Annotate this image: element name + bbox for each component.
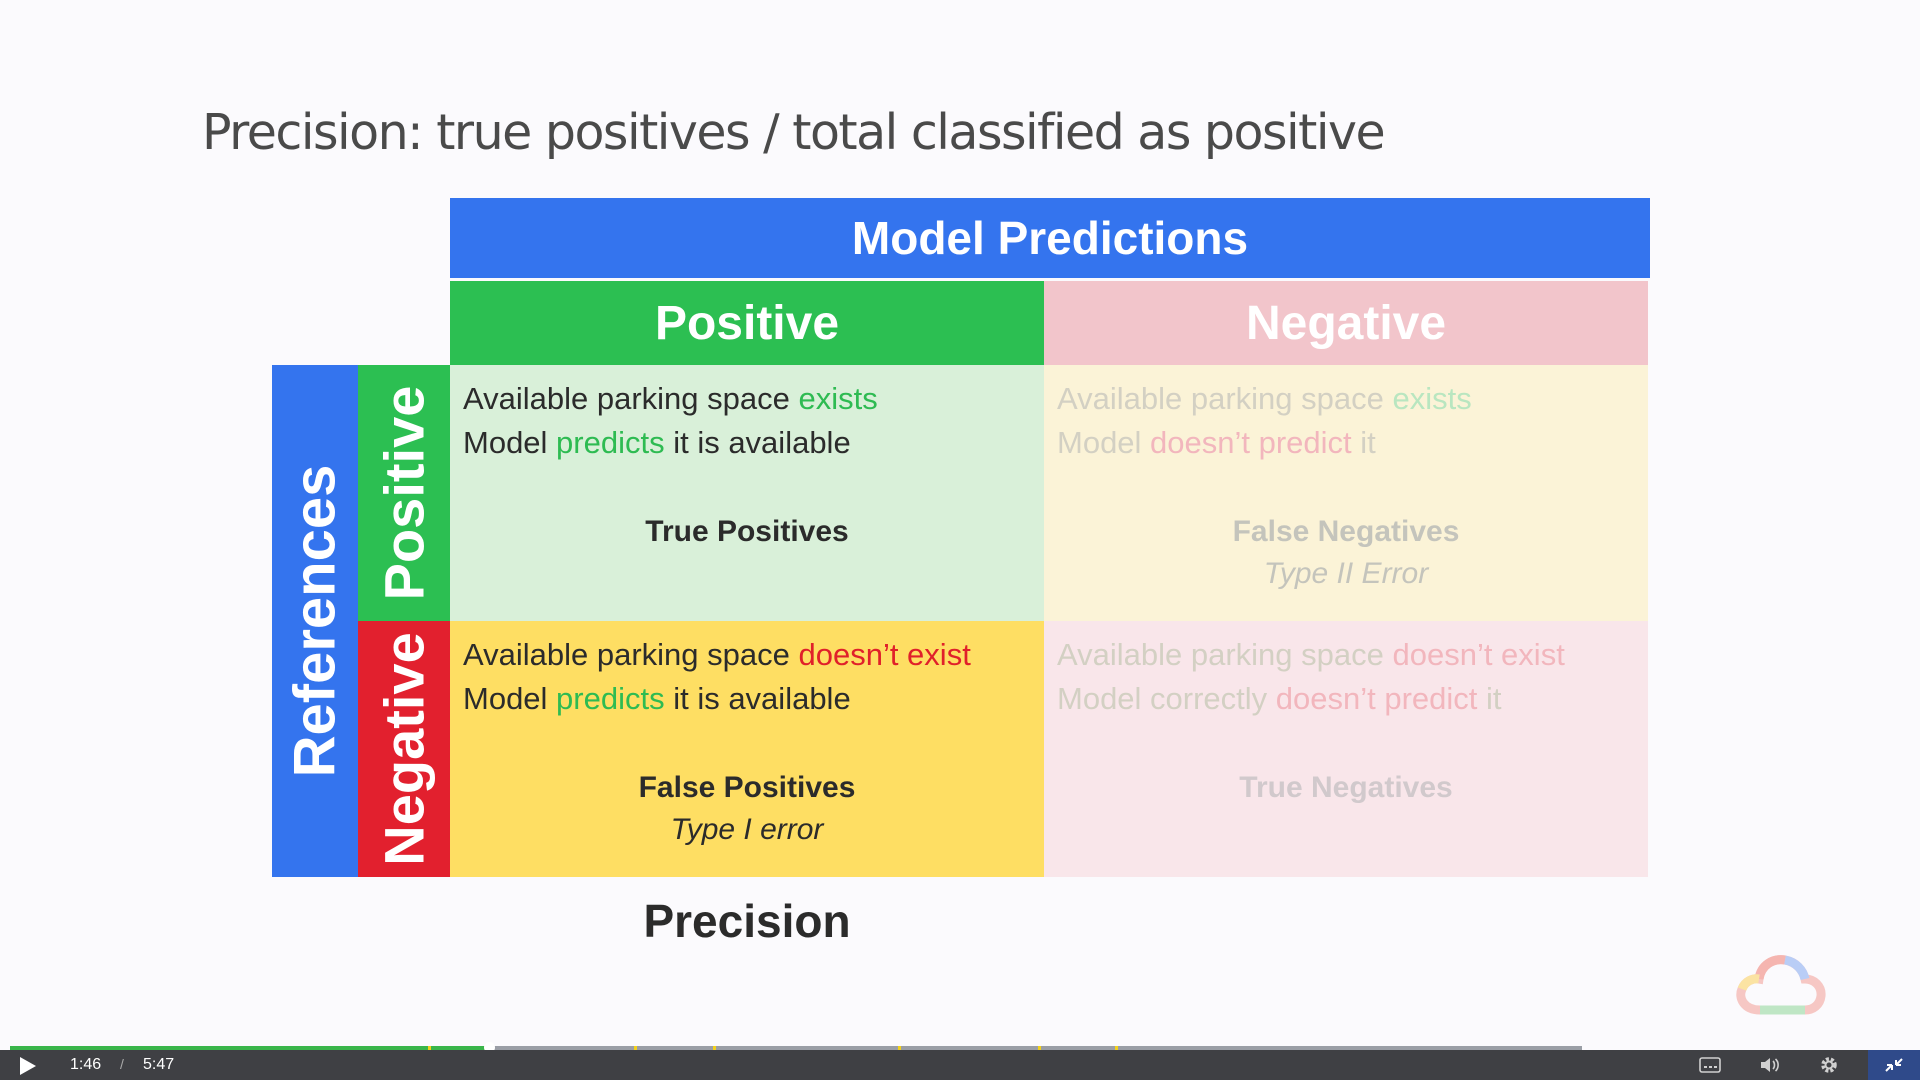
highlight-span: doesn’t exist [798, 637, 971, 672]
exit-fullscreen-icon[interactable] [1868, 1050, 1920, 1080]
progress-scrubber[interactable] [484, 1042, 496, 1053]
cell-line-2: Model predicts it is available [463, 425, 851, 461]
header-predicted-negative: Negative [1044, 281, 1648, 365]
time-separator: / [120, 1056, 124, 1072]
cell-line-1: Available parking space exists [463, 381, 878, 417]
text-span: Model [463, 681, 557, 716]
text-span: Model correctly [1057, 681, 1276, 716]
text-span: Available parking space [1057, 637, 1393, 672]
volume-icon[interactable] [1758, 1054, 1782, 1076]
text-span: Model [463, 425, 557, 460]
text-span: Available parking space [1057, 381, 1393, 416]
side-references: References [272, 365, 358, 877]
highlight-span: doesn’t exist [1392, 637, 1565, 672]
cell-false-negatives: Available parking space exists Model doe… [1044, 365, 1648, 621]
cell-result-label: False Positives [638, 771, 856, 804]
google-cloud-logo [1736, 955, 1826, 1015]
side-negative-label: Negative [372, 632, 436, 866]
cell-true-negatives: Available parking space doesn’t exist Mo… [1044, 621, 1648, 877]
side-positive-label: Positive [372, 385, 436, 601]
cell-error-type: Type II Error [1263, 557, 1429, 590]
slide-title: Precision: true positives / total classi… [202, 104, 1386, 161]
highlight-span: exists [798, 381, 878, 416]
chapter-marker[interactable] [634, 1046, 638, 1050]
duration: 5:47 [143, 1056, 175, 1073]
text-span: Model [1057, 425, 1151, 460]
highlight-span: doesn’t predict [1150, 425, 1352, 460]
cell-line-1: Available parking space doesn’t exist [463, 637, 971, 673]
text-span: it [1351, 425, 1376, 460]
text-span: Available parking space [463, 637, 799, 672]
current-time: 1:46 [70, 1056, 102, 1073]
cell-line-2: Model correctly doesn’t predict it [1057, 681, 1502, 717]
progress-bar[interactable] [10, 1042, 1582, 1053]
highlight-span: exists [1392, 381, 1472, 416]
slide: Precision: true positives / total classi… [202, 104, 1826, 1015]
text-span: it is available [664, 425, 851, 460]
cell-line-2: Model doesn’t predict it [1057, 425, 1376, 461]
cell-line-2: Model predicts it is available [463, 681, 851, 717]
header-model-predictions: Model Predictions [450, 198, 1650, 278]
chapter-marker[interactable] [1038, 1046, 1042, 1050]
side-references-label: References [282, 464, 348, 778]
text-span: Available parking space [463, 381, 799, 416]
chapter-marker[interactable] [1115, 1046, 1119, 1050]
highlight-span: doesn’t predict [1275, 681, 1478, 716]
player-control-bar: 1:46 / 5:47 [0, 1050, 1920, 1080]
cell-error-type: Type I error [670, 813, 824, 846]
header-predicted-positive: Positive [450, 281, 1044, 365]
text-span: it is available [664, 681, 851, 716]
cell-false-positives: Available parking space doesn’t exist Mo… [450, 621, 1044, 877]
cell-true-positives: Available parking space exists Model pre… [450, 365, 1044, 621]
progress-fill [10, 1046, 490, 1050]
chapter-marker[interactable] [428, 1046, 432, 1050]
chapter-marker[interactable] [712, 1046, 716, 1050]
cell-result-label: False Negatives [1232, 515, 1460, 548]
precision-label: Precision [643, 895, 851, 947]
chapter-marker[interactable] [898, 1046, 902, 1050]
cell-line-1: Available parking space exists [1057, 381, 1472, 417]
side-reference-negative: Negative [358, 621, 450, 877]
side-reference-positive: Positive [358, 365, 450, 621]
cell-result-label: True Positives [645, 515, 849, 548]
cell-result-label: True Negatives [1239, 771, 1453, 804]
text-span: it [1477, 681, 1502, 716]
play-icon[interactable] [20, 1057, 36, 1075]
cell-line-1: Available parking space doesn’t exist [1057, 637, 1565, 673]
captions-icon[interactable] [1698, 1054, 1722, 1076]
settings-icon[interactable] [1817, 1054, 1841, 1076]
highlight-span: predicts [556, 681, 665, 716]
highlight-span: predicts [556, 425, 665, 460]
